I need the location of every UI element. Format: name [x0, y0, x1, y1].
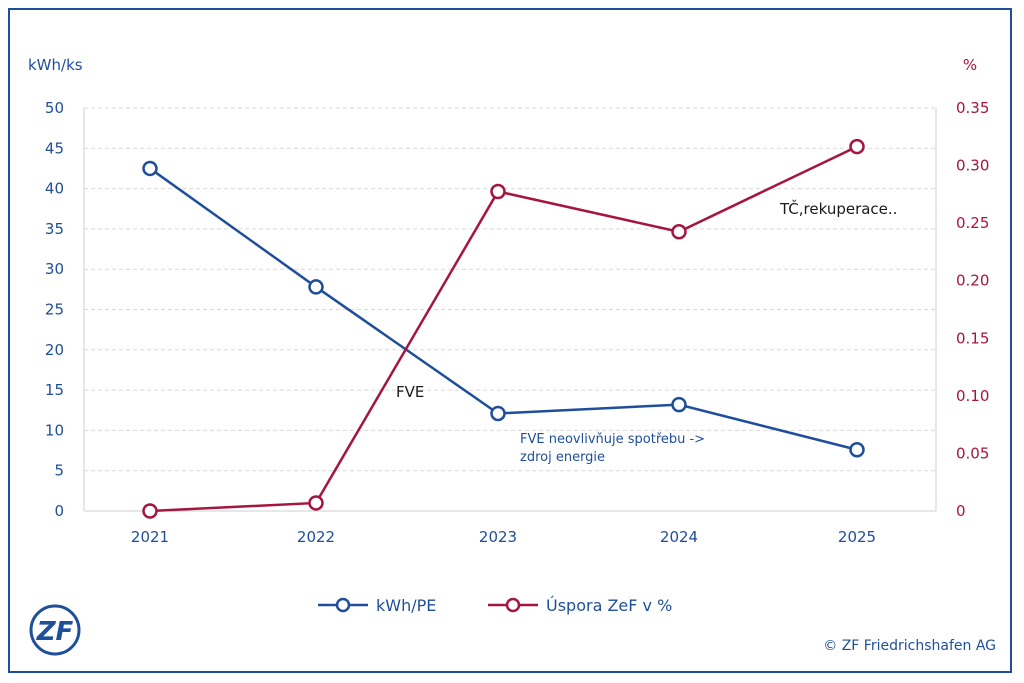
y-left-tick-50: 50 — [45, 99, 64, 117]
y-right-tick-0: 0 — [956, 502, 966, 520]
y-right-tick-0.25: 0.25 — [956, 214, 989, 232]
legend-label-kwh-pe: kWh/PE — [376, 596, 436, 615]
y-right-tick-0.35: 0.35 — [956, 99, 989, 117]
point-kwh-pe-2024 — [671, 396, 687, 413]
point-kwh-pe-2022 — [308, 279, 324, 295]
y-left-tick-35: 35 — [45, 220, 64, 238]
y-right-axis-label: % — [963, 56, 977, 74]
point-uspora-2024 — [671, 224, 687, 240]
x-tick-labels: 2021 2022 2023 2024 2025 — [131, 528, 876, 546]
y-left-tick-5: 5 — [54, 462, 64, 480]
y-left-tick-30: 30 — [45, 260, 64, 278]
y-right-tick-0.30: 0.30 — [956, 157, 989, 175]
y-left-tick-0: 0 — [54, 502, 64, 520]
point-kwh-pe-2021 — [142, 160, 158, 177]
legend-marker-uspora — [505, 597, 521, 613]
point-uspora-2023 — [490, 183, 506, 200]
y-left-tick-40: 40 — [45, 180, 64, 198]
zf-logo: ZF — [29, 604, 81, 656]
series-group — [142, 138, 865, 519]
y-left-tick-45: 45 — [45, 139, 64, 157]
y-left-tick-labels: 0 5 10 15 20 25 30 35 40 45 50 — [45, 99, 64, 520]
x-tick-2023: 2023 — [479, 528, 517, 546]
x-tick-2022: 2022 — [297, 528, 335, 546]
chart-frame — [8, 8, 1012, 673]
annotation-tc-rekuperace: TČ,rekuperace.. — [779, 199, 897, 218]
series-line-uspora — [149, 145, 858, 513]
y-right-tick-0.15: 0.15 — [956, 329, 989, 347]
y-left-tick-15: 15 — [45, 381, 64, 399]
x-tick-2025: 2025 — [838, 528, 876, 546]
annotation-fve-note-line1: FVE neovlivňuje spotřebu -> — [520, 432, 705, 447]
y-right-tick-0.05: 0.05 — [956, 444, 989, 462]
legend-marker-kwh-pe — [335, 597, 351, 613]
legend: kWh/PE Úspora ZeF v % — [318, 596, 672, 615]
y-right-tick-0.20: 0.20 — [956, 272, 989, 290]
y-left-axis-label: kWh/ks — [28, 56, 83, 74]
legend-label-uspora: Úspora ZeF v % — [546, 596, 672, 615]
y-right-tick-0.10: 0.10 — [956, 387, 989, 405]
point-uspora-2025 — [849, 138, 865, 155]
annotation-fve-note-line2: zdroj energie — [520, 450, 605, 465]
zf-logo-text: ZF — [36, 617, 74, 647]
point-uspora-2021 — [142, 503, 158, 519]
point-kwh-pe-2023 — [490, 405, 506, 422]
annotation-fve: FVE — [396, 383, 424, 401]
y-right-tick-labels: 0 0.05 0.10 0.15 0.20 0.25 0.30 0.35 — [956, 99, 989, 520]
copyright-text: © ZF Friedrichshafen AG — [823, 638, 996, 654]
y-left-tick-20: 20 — [45, 341, 64, 359]
x-tick-2024: 2024 — [660, 528, 698, 546]
point-kwh-pe-2025 — [849, 441, 865, 458]
y-left-tick-10: 10 — [45, 421, 64, 439]
axes — [83, 108, 937, 512]
y-left-tick-25: 25 — [45, 301, 64, 319]
point-uspora-2022 — [308, 495, 324, 511]
x-tick-2021: 2021 — [131, 528, 169, 546]
gridlines — [84, 107, 936, 512]
